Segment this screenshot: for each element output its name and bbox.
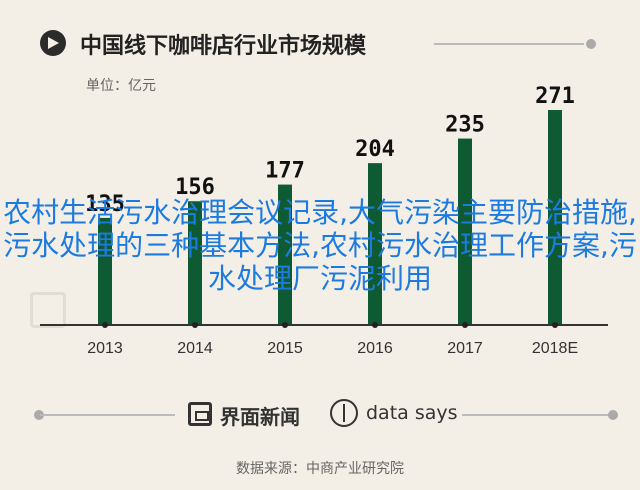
bars-group: 135 156 177 204 235 271: [85, 84, 575, 325]
footer-right-dot: [608, 410, 618, 420]
tick-label-2015: 2015: [267, 340, 303, 357]
tick-label-2013: 2013: [87, 340, 123, 357]
tick-dot-2013: [102, 322, 108, 328]
data-label-2018E: 271: [535, 84, 575, 109]
tick-label-2016: 2016: [357, 340, 393, 357]
datasays-logo-icon: [330, 399, 358, 427]
tick-label-2014: 2014: [177, 340, 213, 357]
overlay-text: 农村生活污水治理会议记录,大气污染主要防治措施,污水处理的三种基本方法,农村污水…: [3, 196, 637, 295]
title-end-dot: [586, 39, 596, 49]
bar-2013: [98, 217, 112, 325]
tick-label-2017: 2017: [447, 340, 483, 357]
footer-left-dot: [34, 410, 44, 420]
data-label-2014: 156: [175, 175, 215, 200]
bar-2018E: [548, 110, 562, 325]
bar-2017: [458, 138, 472, 325]
jiemian-logo-icon: [188, 402, 212, 426]
tick-dot-2017: [462, 322, 468, 328]
unit-label: 单位：亿元: [86, 78, 156, 94]
x-axis: 2013 2014 2015 2016 2017 2018E: [40, 322, 608, 357]
data-source: 数据来源：中商产业研究院: [236, 461, 404, 477]
tick-label-2018E: 2018E: [532, 340, 578, 357]
footer-divider-left: [40, 414, 175, 416]
bar-2015: [278, 184, 292, 325]
data-label-2013: 135: [85, 192, 125, 217]
data-label-2016: 204: [355, 137, 395, 162]
bar-2014: [188, 201, 202, 325]
data-label-2017: 235: [445, 113, 485, 138]
tick-dot-2014: [192, 322, 198, 328]
chart-header: 中国线下咖啡店行业市场规模 单位：亿元: [0, 0, 640, 94]
play-icon: [40, 30, 66, 56]
brand-datasays: data says: [366, 402, 458, 424]
data-label-2015: 177: [265, 159, 305, 184]
tick-dot-2016: [372, 322, 378, 328]
bar-2016: [368, 163, 382, 325]
tick-dot-2018E: [552, 322, 558, 328]
footer-divider-right: [462, 414, 612, 416]
chart-title: 中国线下咖啡店行业市场规模: [80, 34, 367, 59]
title-divider: [434, 43, 584, 45]
watermark-logo-icon: [30, 292, 66, 328]
brand-jiemian: 界面新闻: [220, 405, 300, 429]
tick-dot-2015: [282, 322, 288, 328]
